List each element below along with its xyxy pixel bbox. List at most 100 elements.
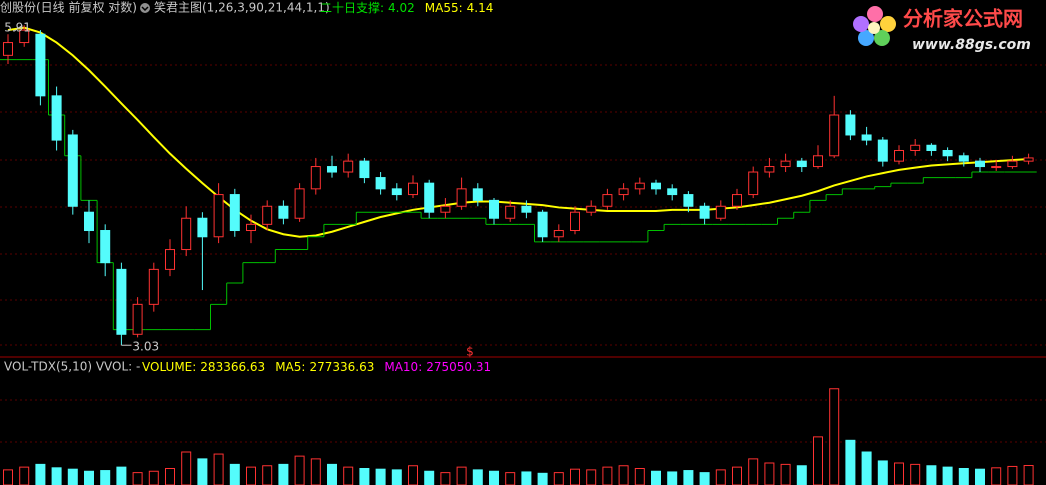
candle-body (424, 182, 435, 213)
candle-body (197, 217, 208, 238)
candle-body (715, 205, 726, 219)
volume-bar (456, 466, 467, 485)
candle-body (942, 149, 953, 157)
volume-bar (116, 466, 127, 485)
volume-bar (602, 466, 613, 485)
legend-name: VOLUME: (142, 360, 196, 374)
candle-body (132, 303, 143, 335)
high-pointer (13, 24, 23, 32)
legend-value: 283366.63 (200, 360, 265, 374)
candle-body (910, 144, 921, 151)
candle-body (35, 33, 46, 97)
volume-bar (278, 463, 289, 485)
candle-body (84, 211, 94, 232)
volume-bar (553, 472, 564, 485)
volume-bar (51, 467, 62, 485)
volume-bar (181, 451, 192, 485)
candle-body (67, 134, 78, 207)
volume-bar (246, 466, 256, 485)
candle-body (813, 155, 823, 168)
candle-body (327, 166, 337, 173)
candle-body (780, 160, 791, 168)
volume-bar (813, 436, 823, 485)
legend-name: MA10: (384, 360, 422, 374)
volume-bar (132, 472, 143, 485)
volume-bar (343, 466, 354, 485)
candle-body (861, 134, 872, 141)
candle-body (877, 139, 888, 162)
volume-bar (748, 458, 759, 485)
watermark: 分析家公式网 www.88gs.com (853, 6, 1031, 53)
candle-body (829, 114, 840, 157)
logo-petal (853, 16, 869, 32)
candle-body (3, 42, 13, 56)
candle-body (165, 249, 175, 270)
candle-body (553, 230, 564, 238)
legend-value: 275050.31 (426, 360, 491, 374)
logo-petal (874, 30, 890, 46)
legend-name: 二十日支撑: (320, 0, 384, 15)
candle-body (116, 268, 127, 335)
candle-body (634, 182, 645, 190)
volume-bar (991, 467, 1002, 485)
volume-bar (100, 470, 111, 485)
candle-body (570, 211, 580, 232)
volume-bar (148, 470, 159, 485)
volume-bar (829, 388, 840, 485)
legend-value: 4.14 (467, 1, 494, 15)
candle-body (991, 166, 1002, 169)
volume-bar (294, 455, 305, 485)
volume-bar (570, 468, 580, 485)
volume-bar (699, 472, 710, 485)
volume-bar (958, 468, 969, 485)
volume-bar (926, 465, 937, 485)
volume-bar (942, 466, 953, 485)
volume-bar (586, 469, 597, 485)
volume-bar (262, 465, 273, 485)
volume-bar (910, 463, 921, 485)
candle-body (1023, 157, 1034, 162)
marker: $ (466, 345, 474, 359)
volume-bar (424, 470, 435, 485)
candle-body (748, 171, 759, 196)
volume-bar (732, 466, 742, 485)
candle-body (262, 205, 273, 225)
candle-body (278, 205, 289, 219)
volume-bar (715, 469, 726, 485)
candle-body (796, 160, 807, 168)
volume-bar (19, 466, 30, 485)
volume-bar (634, 468, 645, 485)
volume-bar (683, 470, 694, 485)
indicator-icon (140, 3, 150, 13)
volume-bar (327, 463, 337, 485)
candle-body (537, 211, 548, 238)
candle-body (926, 144, 937, 151)
volume-bar (310, 458, 321, 485)
candle-body (51, 95, 62, 141)
indicator-name: 笑君主图(1,26,3,90,21,44,1,1) (154, 0, 330, 15)
candle-body (472, 188, 483, 201)
candle-body (764, 166, 775, 173)
volume-bar (861, 451, 872, 485)
volume-bar (359, 468, 370, 485)
ma-line (7, 26, 1029, 238)
volume-bar (3, 469, 13, 485)
volume-bar (472, 469, 483, 485)
volume-bar (35, 463, 46, 485)
logo-petal (867, 6, 883, 22)
candle-body (958, 155, 969, 162)
legend: 二十日支撑: 4.02 MA55: 4.14 (320, 0, 493, 15)
candle-body (683, 194, 694, 207)
volume-bar (229, 463, 240, 485)
watermark-url: www.88gs.com (912, 37, 1031, 53)
volume-header: VOL-TDX(5,10) VVOL: - (4, 360, 140, 374)
volume-bar (391, 469, 402, 485)
candle-body (359, 160, 370, 179)
volume-bar (67, 468, 78, 485)
candle-body (343, 160, 354, 173)
high-label: 5.91 (4, 21, 31, 35)
candle-body (213, 194, 224, 238)
volume-bar (489, 470, 499, 485)
candle-body (586, 205, 597, 213)
